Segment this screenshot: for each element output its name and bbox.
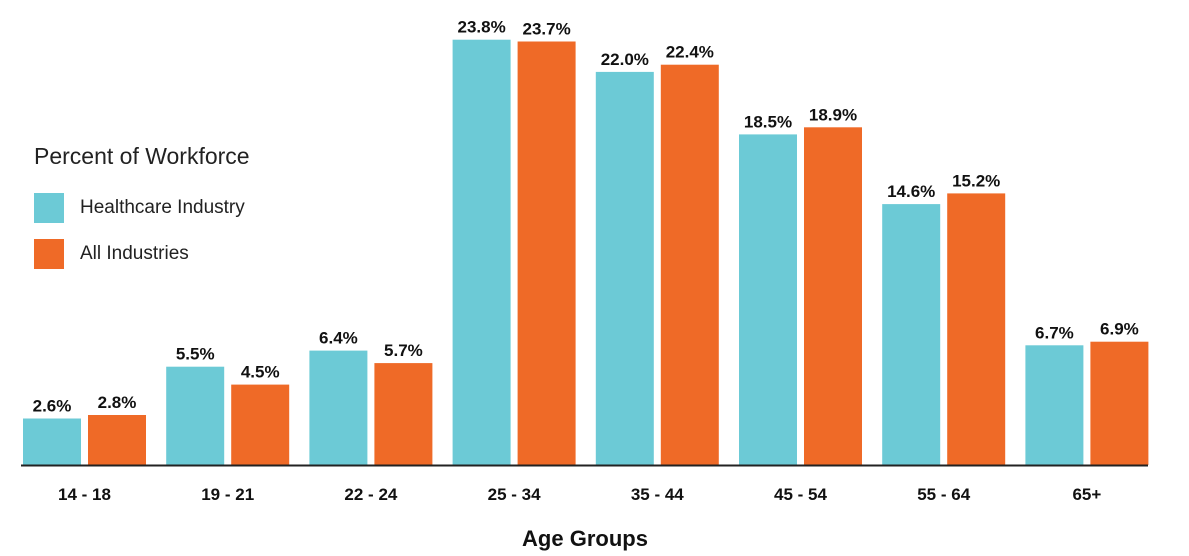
x-tick-label-22-24: 22 - 24 xyxy=(344,485,397,504)
bar-value-labels: 2.6% 2.8% 5.5% 4.5% 6.4% 5.7% 23.8% 23.7% 22.0% 2… xyxy=(33,18,1139,416)
legend-item-healthcare-industry: Healthcare Industry xyxy=(34,192,250,224)
x-tick-label-45-54: 45 - 54 xyxy=(774,485,827,504)
bar-label-all-industries-45-54: 18.9% xyxy=(809,105,857,124)
bar-healthcare-industry-19-21 xyxy=(166,366,225,465)
bar-label-all-industries-65: 6.9% xyxy=(1100,320,1139,339)
bar-healthcare-industry-22-24 xyxy=(309,350,368,465)
bar-label-all-industries-35-44: 22.4% xyxy=(666,43,714,62)
x-axis-title: Age Groups xyxy=(522,526,648,551)
bar-label-healthcare-industry-22-24: 6.4% xyxy=(319,329,358,348)
legend-item-all-industries: All Industries xyxy=(34,238,250,270)
bar-healthcare-industry-25-34 xyxy=(452,39,511,465)
bar-healthcare-industry-14-18 xyxy=(23,418,81,465)
bar-label-healthcare-industry-55-64: 14.6% xyxy=(887,182,935,201)
bars xyxy=(23,39,1149,466)
bar-label-all-industries-25-34: 23.7% xyxy=(522,20,570,39)
x-tick-label-35-44: 35 - 44 xyxy=(631,485,684,504)
bar-all-industries-55-64 xyxy=(947,193,1006,465)
bar-label-healthcare-industry-35-44: 22.0% xyxy=(601,50,649,69)
bar-all-industries-19-21 xyxy=(231,384,290,465)
bar-all-industries-22-24 xyxy=(374,363,433,465)
bar-all-industries-45-54 xyxy=(804,127,862,466)
x-tick-label-19-21: 19 - 21 xyxy=(201,485,254,504)
bar-all-industries-35-44 xyxy=(660,64,719,465)
bar-healthcare-industry-45-54 xyxy=(739,134,797,465)
x-tick-label-14-18: 14 - 18 xyxy=(58,485,111,504)
x-tick-label-65: 65+ xyxy=(1072,485,1101,504)
legend-swatch-healthcare-industry xyxy=(34,193,64,223)
bar-all-industries-65 xyxy=(1090,341,1149,465)
legend-label-all-industries: All Industries xyxy=(80,243,189,264)
bar-label-healthcare-industry-19-21: 5.5% xyxy=(176,345,215,364)
legend-title: Percent of Workforce xyxy=(34,143,250,169)
bar-label-all-industries-19-21: 4.5% xyxy=(241,363,280,382)
bar-all-industries-14-18 xyxy=(88,415,146,465)
legend-swatch-all-industries xyxy=(34,239,64,269)
x-tick-label-55-64: 55 - 64 xyxy=(917,485,970,504)
bar-label-healthcare-industry-65: 6.7% xyxy=(1035,323,1074,342)
bar-healthcare-industry-65 xyxy=(1025,345,1084,465)
bar-all-industries-25-34 xyxy=(517,41,576,465)
bar-label-healthcare-industry-45-54: 18.5% xyxy=(744,112,792,131)
x-axis-tick-labels: 14 - 18 19 - 21 22 - 24 25 - 34 35 - 44 45 - … xyxy=(58,485,1101,504)
bar-label-all-industries-22-24: 5.7% xyxy=(384,341,423,360)
x-tick-label-25-34: 25 - 34 xyxy=(488,485,541,504)
bar-label-all-industries-14-18: 2.8% xyxy=(98,393,137,412)
bar-label-healthcare-industry-25-34: 23.8% xyxy=(457,18,505,37)
bar-healthcare-industry-55-64 xyxy=(882,204,941,465)
bar-label-all-industries-55-64: 15.2% xyxy=(952,171,1000,190)
bar-label-healthcare-industry-14-18: 2.6% xyxy=(33,397,72,416)
bar-healthcare-industry-35-44 xyxy=(595,71,654,466)
legend-label-healthcare-industry: Healthcare Industry xyxy=(80,197,245,218)
legend: Percent of Workforce Healthcare Industry… xyxy=(34,143,250,284)
